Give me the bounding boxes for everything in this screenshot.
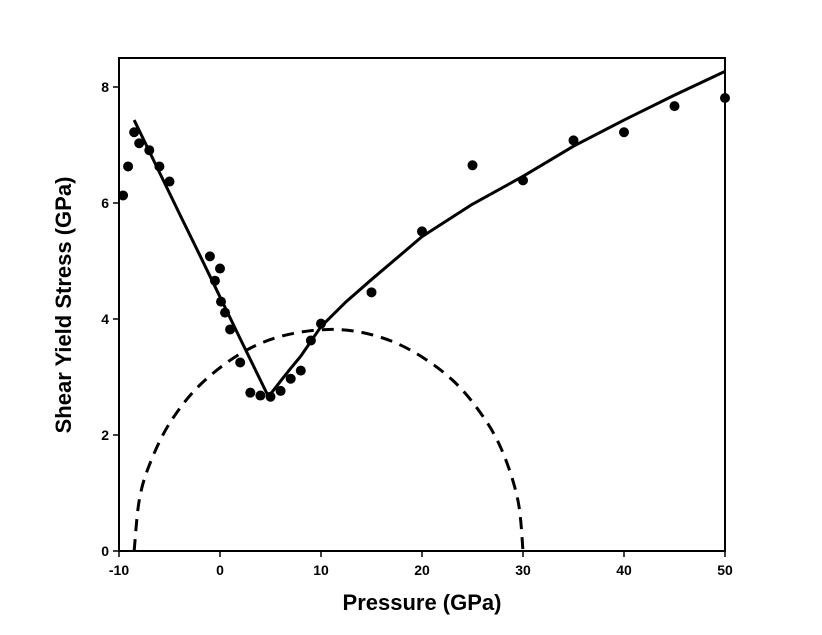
data-point (164, 176, 175, 187)
data-point (285, 373, 296, 384)
x-tick-label: 30 (515, 562, 531, 578)
data-point (129, 127, 140, 138)
x-axis-label: Pressure (GPa) (343, 590, 502, 615)
y-tick-label: 6 (101, 195, 109, 211)
x-tick-label: 20 (414, 562, 430, 578)
fit-line (132, 69, 726, 399)
data-point (118, 190, 129, 201)
data-point (568, 135, 579, 146)
data-point (619, 127, 629, 138)
y-axis-label: Shear Yield Stress (GPa) (51, 177, 76, 434)
data-point (123, 161, 134, 172)
data-point (134, 138, 145, 149)
dashed-curve (132, 327, 525, 552)
data-point (255, 390, 266, 401)
x-tick-label: 0 (216, 562, 224, 578)
y-tick-label: 2 (101, 427, 109, 443)
data-point (225, 324, 236, 335)
x-tick-label: 40 (616, 562, 632, 578)
y-tick-label: 0 (101, 543, 109, 559)
data-point (235, 357, 246, 368)
data-point (275, 385, 286, 396)
x-tick-label: -10 (109, 562, 129, 578)
x-tick-label: 10 (313, 562, 329, 578)
data-point (467, 160, 478, 171)
data-point (215, 263, 225, 274)
data-point (669, 101, 680, 112)
data-point (720, 93, 730, 104)
data-point (295, 365, 306, 376)
data-point (204, 251, 215, 262)
y-tick-label: 8 (101, 79, 109, 95)
data-point (366, 287, 377, 298)
plot-frame (118, 57, 726, 552)
y-tick-label: 4 (101, 311, 109, 327)
x-tick-label: 50 (717, 562, 733, 578)
data-point (245, 387, 256, 398)
